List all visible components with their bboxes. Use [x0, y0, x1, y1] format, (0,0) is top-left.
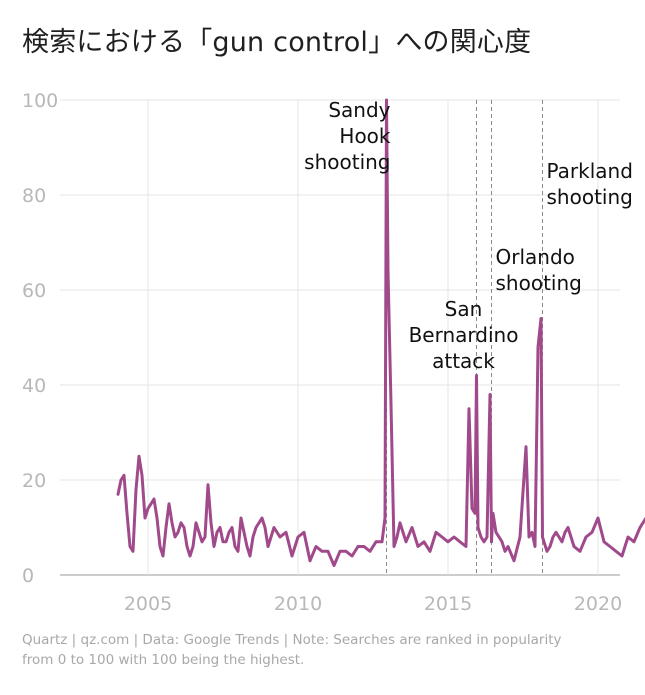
series-layer — [116, 98, 645, 567]
event-labels: SandyHookshootingSanBernardinoattackOrla… — [304, 98, 633, 373]
chart-footer: Quartz | qz.com | Data: Google Trends | … — [22, 630, 622, 670]
x-tick-label: 2010 — [274, 593, 322, 615]
y-tick-label: 0 — [22, 565, 34, 587]
y-tick-label: 60 — [22, 280, 46, 302]
event-label: shooting — [496, 271, 582, 295]
x-axis-ticks: 2005 2010 2015 2020 — [124, 593, 622, 615]
event-label: shooting — [547, 185, 633, 209]
grid-lines — [60, 99, 620, 576]
y-tick-label: 100 — [22, 90, 58, 112]
chart-title: 検索における「gun control」への関心度 — [22, 27, 532, 58]
x-tick-label: 2015 — [424, 593, 472, 615]
event-label: Bernardino — [409, 323, 519, 347]
x-tick-label: 2005 — [124, 593, 172, 615]
event-label: Hook — [339, 124, 391, 148]
x-tick-label: 2020 — [574, 593, 622, 615]
footer-line-2: from 0 to 100 with 100 being the highest… — [22, 652, 305, 668]
event-label: San — [445, 297, 483, 321]
event-label: attack — [432, 349, 495, 373]
event-label: Orlando — [496, 245, 575, 269]
y-axis-ticks: 0 20 40 60 80 100 — [22, 90, 58, 587]
event-label: Sandy — [328, 98, 390, 122]
event-label: Parkland — [547, 159, 633, 183]
y-tick-label: 80 — [22, 185, 46, 207]
y-tick-label: 40 — [22, 375, 46, 397]
event-label: shooting — [304, 150, 390, 174]
y-tick-label: 20 — [22, 470, 46, 492]
footer-line-1: Quartz | qz.com | Data: Google Trends | … — [22, 632, 562, 648]
